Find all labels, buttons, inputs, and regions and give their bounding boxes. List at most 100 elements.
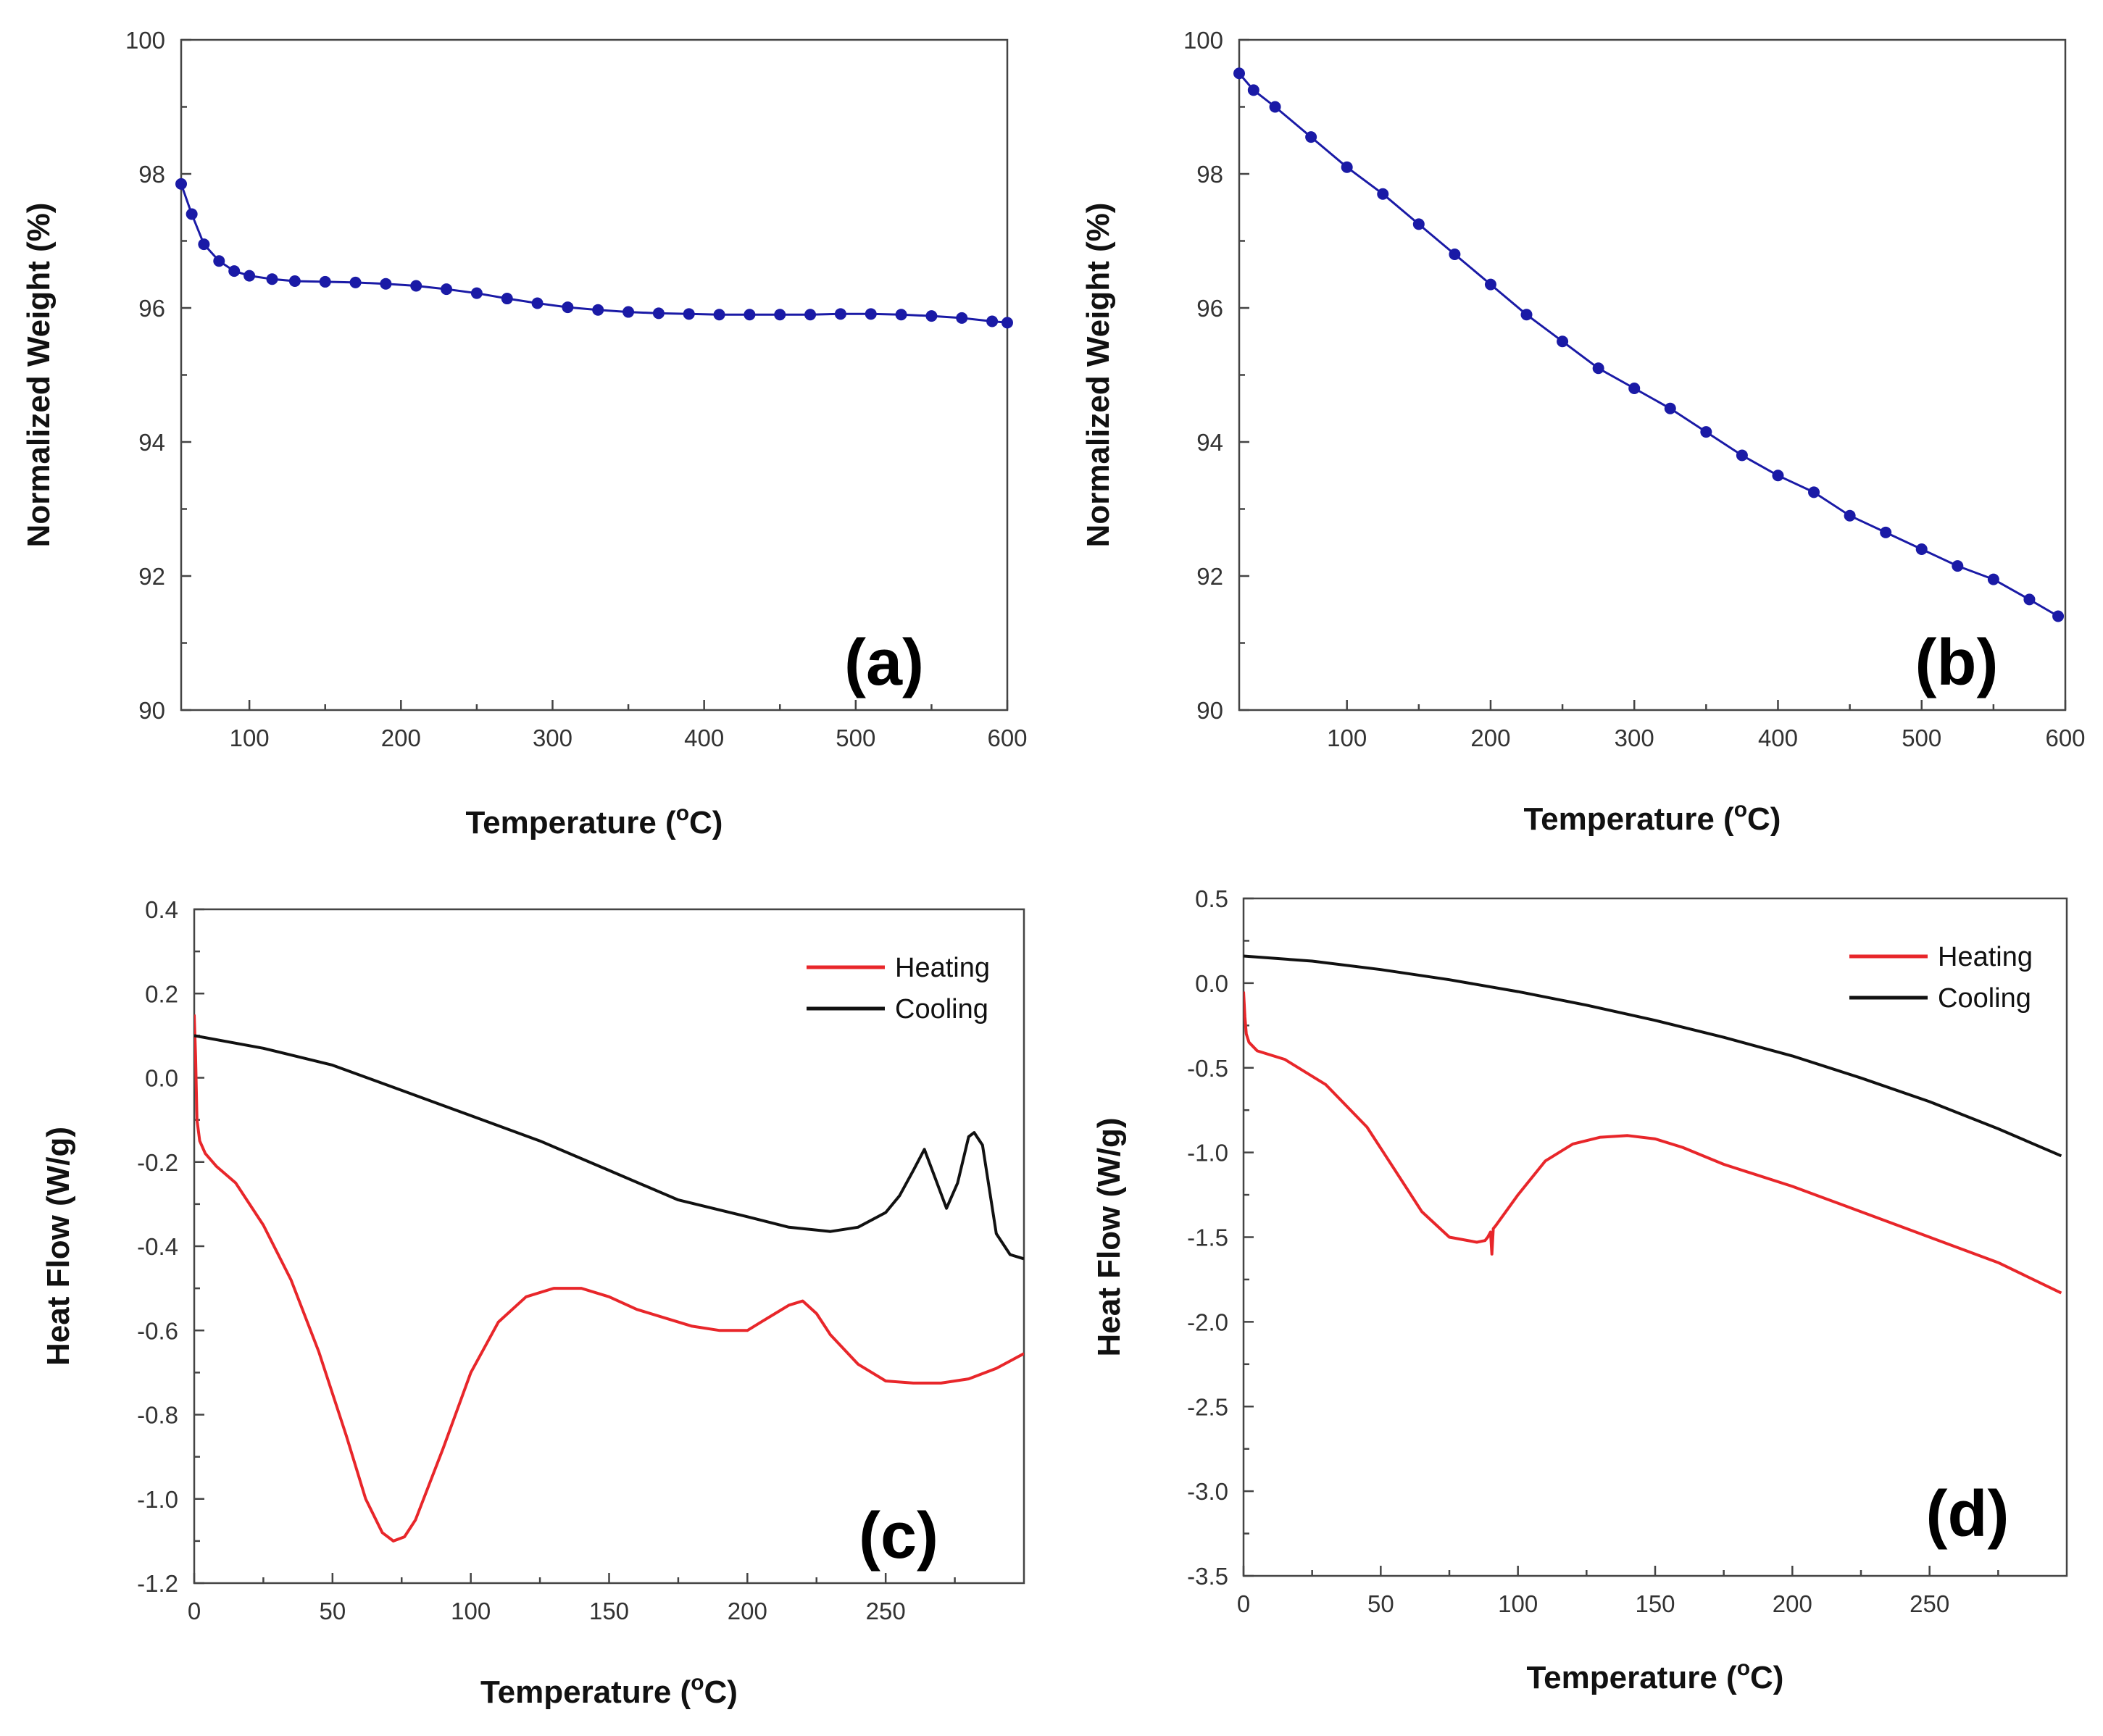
data-point	[2023, 593, 2036, 606]
x-tick-label: 150	[589, 1598, 629, 1624]
data-point	[804, 309, 817, 321]
data-point	[1412, 218, 1425, 230]
plot-frame	[180, 38, 1009, 711]
data-point	[1233, 67, 1245, 80]
y-tick-label: 0.5	[1195, 885, 1228, 912]
y-tick-label: -2.5	[1187, 1393, 1228, 1420]
x-tick-label: 200	[1773, 1590, 1812, 1617]
data-point	[1269, 101, 1281, 113]
x-tick-label: 200	[728, 1598, 767, 1624]
data-point	[1557, 335, 1569, 348]
data-point	[1341, 161, 1353, 173]
data-point	[1449, 249, 1461, 260]
panel-b: 100 200 300 400 500 600 90 92 94 96 98 100 Temperatu…	[1080, 27, 2086, 837]
y-tick-label: 0.0	[145, 1065, 178, 1092]
data-point	[956, 312, 968, 324]
data-point	[652, 307, 665, 320]
data-point	[319, 275, 331, 288]
x-tick-label: 100	[1498, 1590, 1538, 1617]
plot-frame	[1238, 38, 2067, 711]
panel-label: (a)	[844, 627, 924, 699]
x-tick-label: 50	[319, 1598, 346, 1624]
y-tick-label: 0.2	[145, 980, 178, 1007]
data-point	[744, 309, 756, 321]
data-point	[1305, 131, 1317, 143]
y-tick-label: -0.4	[137, 1233, 178, 1260]
y-axis-title: Heat Flow (W/g)	[41, 1127, 76, 1366]
series-line	[181, 183, 1007, 324]
data-point	[1915, 543, 1928, 555]
y-tick-label: -0.5	[1187, 1055, 1228, 1082]
y-axis-title: Normalized Weight (%)	[1080, 203, 1116, 548]
panel-label: (b)	[1915, 627, 1999, 699]
data-point	[622, 306, 635, 318]
legend-label: Cooling	[1938, 983, 2031, 1014]
x-tick-label: 100	[451, 1598, 491, 1624]
y-tick-label: -1.2	[137, 1570, 178, 1597]
x-tick-label: 600	[987, 725, 1027, 751]
data-point	[1484, 278, 1496, 291]
y-tick-label: -1.0	[1187, 1140, 1228, 1167]
x-tick-label: 400	[684, 725, 724, 751]
cooling-line	[1244, 954, 2062, 1158]
data-point	[713, 309, 725, 321]
data-point	[1736, 449, 1748, 462]
heating-line	[1244, 991, 2062, 1295]
data-point	[1628, 383, 1641, 394]
y-tick-label: 92	[138, 563, 165, 590]
data-point	[1377, 188, 1389, 200]
panel-a: 100 200 300 400 500 600 90 92 94 96 98 100 Temperatu…	[21, 27, 1028, 840]
panel-d: 0 50 100 150 200 250 -3.5 -3.0 -2.5 -2.0 -1.5 -1.0 -…	[1091, 885, 2068, 1695]
y-tick-label: 0.0	[1195, 970, 1228, 997]
x-tick-label: 300	[533, 725, 572, 751]
data-point	[1844, 509, 1856, 522]
y-tick-label: 98	[138, 161, 165, 188]
x-tick-label: 400	[1758, 725, 1798, 751]
y-tick-label: -0.2	[137, 1149, 178, 1176]
y-tick-label: -3.5	[1187, 1563, 1228, 1590]
y-tick-label: 90	[138, 697, 165, 724]
data-point	[1592, 362, 1604, 375]
data-point	[1880, 526, 1892, 538]
data-point	[186, 208, 198, 220]
y-axis-title: Normalized Weight (%)	[21, 203, 57, 548]
data-point	[531, 297, 544, 309]
data-point	[441, 283, 453, 296]
legend-label: Cooling	[895, 994, 988, 1025]
cooling-line	[194, 1034, 1024, 1261]
x-tick-label: 300	[1615, 725, 1654, 751]
data-point	[1247, 84, 1259, 96]
x-tick-label: 100	[1327, 725, 1367, 751]
data-point	[895, 309, 907, 321]
data-point	[1952, 560, 1964, 572]
x-axis-title: Temperature (oC)	[480, 1671, 738, 1710]
heating-line	[194, 1014, 1024, 1543]
data-point	[213, 255, 225, 267]
y-axis-title: Heat Flow (W/g)	[1091, 1118, 1127, 1357]
panel-c: 0 50 100 150 200 250 -1.2 -1.0 -0.8 -0.6 -0.4 -0.2 0…	[41, 896, 1025, 1710]
y-tick-label: 96	[1196, 295, 1223, 322]
data-point	[175, 178, 187, 190]
data-point	[592, 304, 604, 316]
y-tick-label: -1.5	[1187, 1224, 1228, 1251]
x-tick-label: 500	[836, 725, 875, 751]
x-tick-label: 0	[1237, 1590, 1250, 1617]
y-tick-label: 94	[138, 429, 165, 456]
data-point	[1520, 309, 1533, 321]
y-tick-label: 100	[125, 27, 165, 54]
data-point	[288, 275, 301, 287]
data-point	[1001, 317, 1013, 329]
y-tick-label: -0.8	[137, 1402, 178, 1429]
data-point	[228, 265, 241, 277]
y-tick-label: 94	[1196, 429, 1223, 456]
x-tick-label: 500	[1902, 725, 1941, 751]
panel-label: (d)	[1926, 1478, 2010, 1551]
data-point	[865, 308, 877, 320]
data-point	[349, 276, 362, 288]
data-point	[925, 310, 938, 322]
y-tick-label: 98	[1196, 161, 1223, 188]
data-point	[774, 309, 786, 321]
y-tick-label: -0.6	[137, 1317, 178, 1344]
legend-label: Heating	[895, 953, 990, 983]
